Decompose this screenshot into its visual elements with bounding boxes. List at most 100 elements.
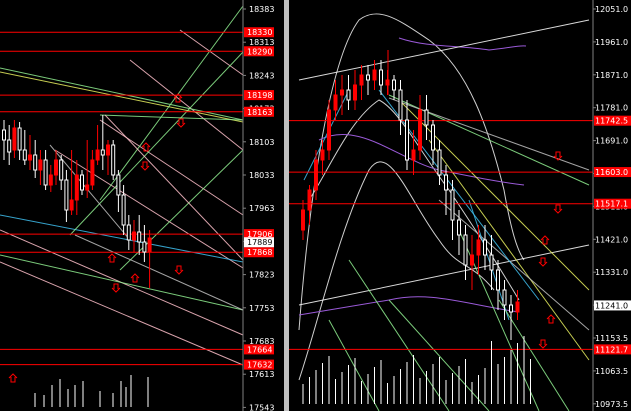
axis-tick-label: 11421.0 xyxy=(595,235,628,244)
price-level-label: 17632 xyxy=(247,361,272,370)
up-arrow-icon xyxy=(141,142,151,152)
up-arrow-icon xyxy=(130,273,140,283)
candle-body xyxy=(28,154,32,161)
candle-body xyxy=(372,69,377,81)
left-price-chart[interactable]: 1838318313182431817318103180331796317893… xyxy=(0,0,284,411)
price-level-label: 11742.5 xyxy=(595,117,628,126)
trend-line xyxy=(438,199,590,331)
channel-line xyxy=(99,5,244,201)
channel-line xyxy=(99,119,244,216)
down-arrow-icon xyxy=(174,265,184,275)
axis-tick-label: 11063.5 xyxy=(595,367,628,376)
down-arrow-icon xyxy=(140,161,150,171)
candle-body xyxy=(80,174,84,191)
candle-body xyxy=(340,89,344,96)
candle-body xyxy=(33,154,38,171)
envelope-lower xyxy=(298,296,520,316)
down-arrow-icon xyxy=(553,204,563,214)
candle-body xyxy=(320,149,325,161)
price-level-label: 18330 xyxy=(247,28,272,37)
candle-body xyxy=(411,149,416,161)
right-price-chart[interactable]: 12051.011961.011871.011781.011691.011601… xyxy=(289,0,631,411)
axis-tick-label: 11331.0 xyxy=(595,268,628,277)
up-arrow-icon xyxy=(173,93,183,103)
candle-body xyxy=(54,159,58,176)
candle-body xyxy=(476,239,481,256)
candle-body xyxy=(457,219,461,236)
channel-line xyxy=(99,114,244,121)
down-arrow-icon xyxy=(538,339,548,349)
channel-line xyxy=(104,114,244,261)
candle-body xyxy=(147,237,152,253)
axis-tick-label: 18383 xyxy=(249,5,274,14)
price-level-box xyxy=(244,90,274,101)
axis-tick-label: 18243 xyxy=(249,71,274,80)
trend-line xyxy=(298,19,590,81)
candle-body xyxy=(489,254,494,271)
candle-body xyxy=(437,149,442,176)
right-chart-panel[interactable]: 12051.011961.011871.011781.011691.011601… xyxy=(289,0,631,411)
price-level-label: 11517.1 xyxy=(595,200,628,209)
candle-body xyxy=(366,74,370,81)
trend-line xyxy=(298,244,590,306)
candle-body xyxy=(85,184,90,191)
price-level-box xyxy=(244,27,274,38)
price-level-box xyxy=(244,247,274,258)
axis-tick-label: 18103 xyxy=(249,138,274,147)
candle-body xyxy=(314,159,318,191)
candle-body xyxy=(450,189,455,221)
candle-body xyxy=(142,241,147,253)
channel-line xyxy=(179,29,244,76)
price-level-label: 17906 xyxy=(247,230,272,239)
candle-body xyxy=(424,109,429,126)
price-level-label: 17868 xyxy=(247,248,272,257)
candle-body xyxy=(346,89,351,101)
candle-body xyxy=(502,289,507,306)
axis-tick-label: 11153.5 xyxy=(595,334,628,343)
bollinger-mid xyxy=(308,99,520,301)
candle-body xyxy=(38,159,43,171)
candle-body xyxy=(327,109,331,151)
candle-body xyxy=(48,174,53,186)
panel-divider[interactable] xyxy=(284,0,289,411)
price-level-box xyxy=(244,359,274,370)
trend-line xyxy=(398,99,590,291)
candle-body xyxy=(301,209,305,231)
candle-body xyxy=(100,149,105,156)
candle-body xyxy=(69,199,74,211)
axis-tick-label: 10973.5 xyxy=(595,400,628,409)
candle-body xyxy=(509,304,513,313)
axis-tick-label: 11961.0 xyxy=(595,38,628,47)
channel-line xyxy=(74,234,244,311)
price-level-box xyxy=(244,344,274,355)
trend-line xyxy=(498,299,570,411)
price-level-label: 11603.0 xyxy=(595,168,628,177)
axis-tick-label: 17613 xyxy=(249,370,274,379)
candle-body xyxy=(431,124,435,151)
current-price-label: 11241.0 xyxy=(595,301,628,310)
channel-line xyxy=(0,254,244,311)
channel-line xyxy=(54,149,244,269)
up-arrow-icon xyxy=(540,235,550,245)
trend-line xyxy=(328,319,380,411)
channel-line xyxy=(0,71,244,123)
candle-body xyxy=(111,144,116,176)
price-level-box xyxy=(594,198,631,209)
price-level-box xyxy=(244,106,274,117)
candle-body xyxy=(12,127,17,151)
candle-body xyxy=(90,159,95,186)
left-chart-panel[interactable]: 1838318313182431817318103180331796317893… xyxy=(0,0,284,411)
axis-tick-label: 17683 xyxy=(249,337,274,346)
candle-body xyxy=(463,234,468,266)
candle-body xyxy=(483,239,487,256)
candle-body xyxy=(515,301,520,313)
candle-body xyxy=(126,224,131,241)
down-arrow-icon xyxy=(176,118,186,128)
price-level-box xyxy=(244,229,274,240)
price-level-box xyxy=(594,167,631,178)
candle-body xyxy=(418,109,422,151)
candle-body xyxy=(22,149,27,161)
candle-body xyxy=(43,159,48,186)
axis-tick-label: 17753 xyxy=(249,304,274,313)
candle-body xyxy=(121,194,126,226)
